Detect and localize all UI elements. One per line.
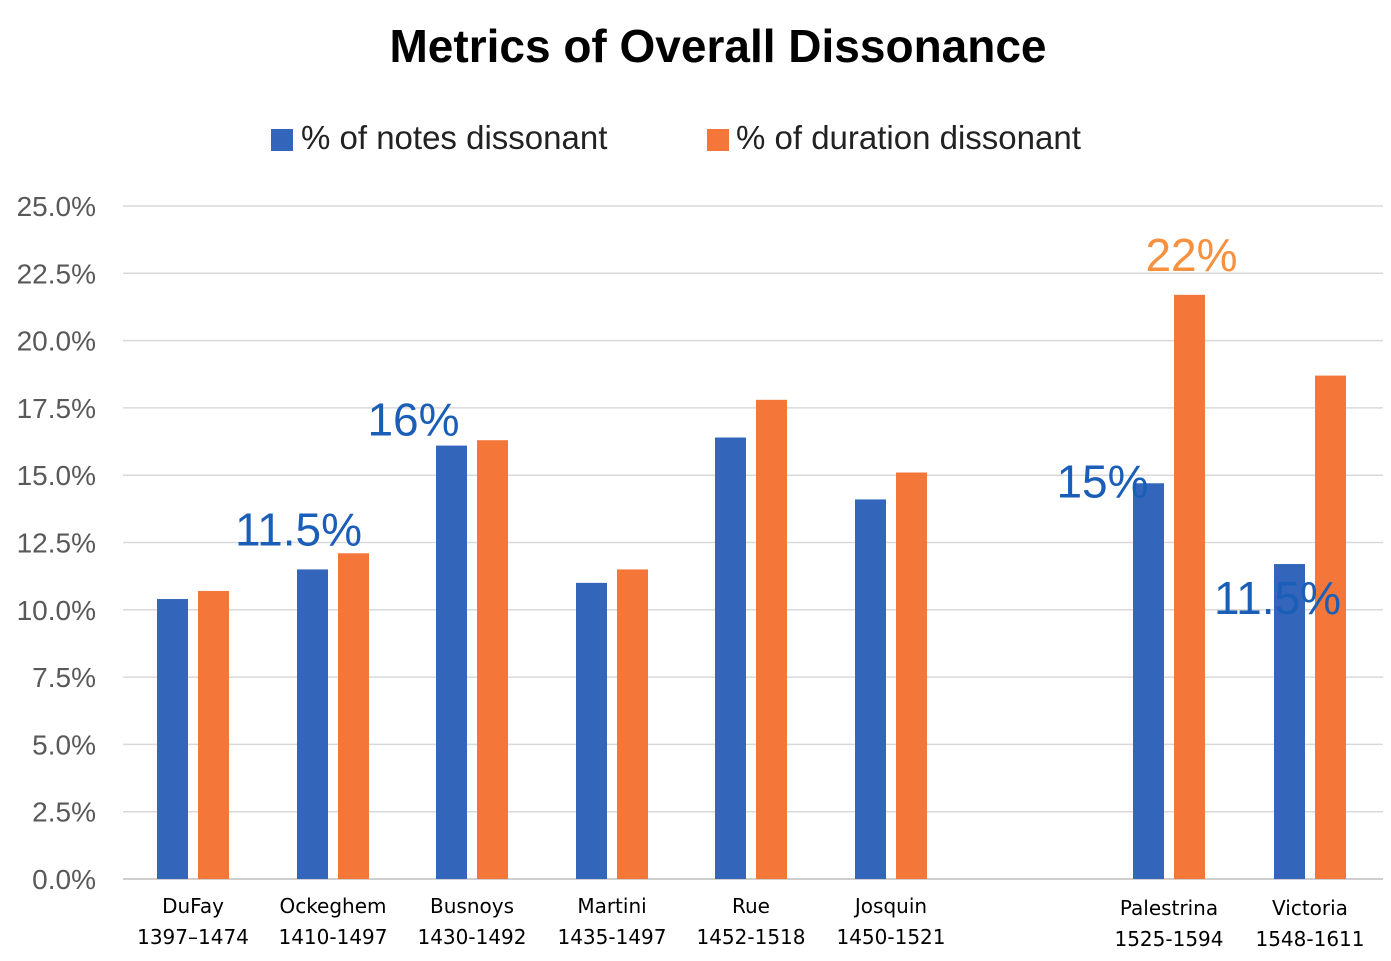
bar-duration — [896, 472, 927, 879]
data-annotation: 11.5% — [1214, 572, 1341, 624]
bar-notes — [1133, 483, 1164, 879]
category-name: Rue — [732, 894, 770, 918]
legend: % of notes dissonant % of duration disso… — [271, 119, 1081, 156]
category-name: Josquin — [853, 894, 927, 918]
bar-notes — [576, 582, 607, 879]
y-tick-label: 17.5% — [17, 393, 96, 424]
category-years: 1548-1611 — [1255, 927, 1364, 951]
y-tick-label: 2.5% — [32, 797, 96, 828]
bar-duration — [1174, 294, 1205, 879]
annotations: 11.5% 16% 15% 22% 11.5% — [235, 229, 1341, 624]
bar-duration — [198, 590, 229, 879]
category-years: 1430-1492 — [417, 925, 526, 949]
y-tick-label: 25.0% — [17, 191, 96, 222]
category-name: Ockeghem — [279, 894, 386, 918]
data-annotation: 15% — [1056, 455, 1148, 507]
legend-swatch-notes — [271, 129, 293, 151]
y-tick-label: 5.0% — [32, 729, 96, 760]
category-name: Palestrina — [1120, 896, 1218, 920]
y-tick-label: 22.5% — [17, 258, 96, 289]
legend-label-duration: % of duration dissonant — [736, 119, 1081, 156]
y-tick-label: 12.5% — [17, 528, 96, 559]
bar-notes — [715, 437, 746, 879]
category-labels: DuFay 1397–1474 Ockeghem 1410-1497 Busnoys 14… — [137, 894, 1364, 951]
y-tick-label: 15.0% — [17, 460, 96, 491]
y-tick-label: 7.5% — [32, 662, 96, 693]
bar-notes — [297, 569, 328, 879]
bars — [157, 294, 1346, 879]
y-axis-ticks: 0.0% 2.5% 5.0% 7.5% 10.0% 12.5% 15.0% 17.5% 20.0… — [17, 191, 96, 895]
bar-notes — [855, 499, 886, 879]
bar-notes — [436, 445, 467, 879]
y-tick-label: 20.0% — [17, 326, 96, 357]
bar-duration — [338, 553, 369, 879]
category-name: Victoria — [1272, 896, 1348, 920]
category-name: Busnoys — [430, 894, 514, 918]
legend-label-notes: % of notes dissonant — [301, 119, 607, 156]
data-annotation: 22% — [1145, 229, 1237, 281]
bar-duration — [756, 399, 787, 879]
bar-duration — [477, 440, 508, 879]
chart-title: Metrics of Overall Dissonance — [389, 20, 1046, 72]
data-annotation: 16% — [367, 394, 459, 446]
legend-swatch-duration — [707, 129, 729, 151]
category-years: 1410-1497 — [278, 925, 387, 949]
category-years: 1435-1497 — [557, 925, 666, 949]
category-years: 1397–1474 — [137, 925, 249, 949]
gridlines — [123, 205, 1383, 880]
y-tick-label: 0.0% — [32, 864, 96, 895]
category-years: 1525-1594 — [1114, 927, 1223, 951]
bar-duration — [1315, 375, 1346, 879]
bar-notes — [1274, 564, 1305, 879]
data-annotation: 11.5% — [235, 503, 362, 555]
category-name: DuFay — [162, 894, 224, 918]
category-years: 1450-1521 — [836, 925, 945, 949]
y-tick-label: 10.0% — [17, 595, 96, 626]
category-years: 1452-1518 — [696, 925, 805, 949]
bar-duration — [617, 569, 648, 879]
bar-notes — [157, 599, 188, 879]
category-name: Martini — [577, 894, 646, 918]
